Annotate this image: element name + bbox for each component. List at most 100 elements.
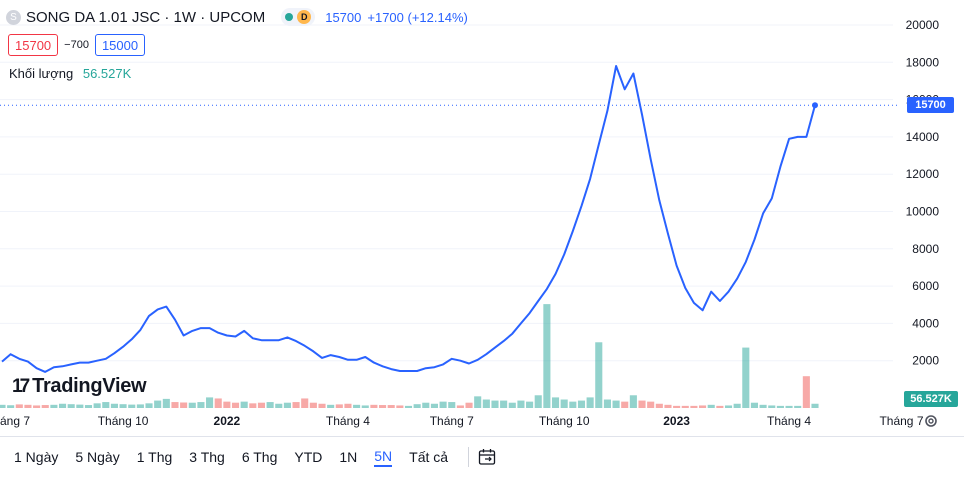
spread-value: −700 bbox=[64, 39, 89, 51]
volume-bar bbox=[102, 402, 110, 408]
volume-bar bbox=[58, 403, 67, 408]
x-tick-label: Tháng 4 bbox=[767, 414, 811, 428]
legend-change: +1700 (+12.14%) bbox=[367, 9, 468, 25]
volume-bar bbox=[0, 404, 6, 408]
volume-bar bbox=[699, 405, 707, 408]
volume-bar bbox=[664, 404, 672, 408]
volume-bar bbox=[621, 401, 629, 408]
tradingview-logo[interactable]: 17 TradingView bbox=[12, 375, 147, 398]
volume-bar bbox=[474, 396, 482, 408]
volume-bar bbox=[526, 401, 534, 408]
volume-bar bbox=[500, 400, 508, 408]
symbol-title[interactable]: SONG DA 1.01 JSC · 1W · UPCOM bbox=[26, 8, 266, 26]
toolbar-divider bbox=[468, 447, 470, 467]
volume-bar bbox=[413, 404, 421, 408]
x-tick-label: Tháng 10 bbox=[98, 414, 149, 428]
volume-bar bbox=[119, 404, 127, 408]
volume-bar bbox=[188, 402, 196, 408]
volume-bar bbox=[41, 405, 49, 408]
volume-bar bbox=[707, 404, 715, 408]
market-status-pill[interactable]: D bbox=[281, 8, 316, 26]
volume-bar bbox=[214, 398, 222, 408]
volume-bar bbox=[465, 402, 473, 408]
volume-bar bbox=[690, 405, 698, 408]
volume-bar bbox=[448, 402, 456, 408]
volume-bar bbox=[171, 402, 179, 408]
volume-bar bbox=[768, 405, 776, 408]
volume-bar bbox=[93, 403, 101, 408]
volume-bar bbox=[430, 403, 438, 408]
volume-bar bbox=[387, 405, 395, 408]
volume-label: Khối lượng bbox=[9, 66, 74, 81]
chart-legend: S SONG DA 1.01 JSC · 1W · UPCOM D 15700 … bbox=[6, 7, 468, 27]
y-tick-label: 12000 bbox=[906, 167, 940, 181]
x-tick-label: 2022 bbox=[214, 414, 241, 428]
y-tick-label: 4000 bbox=[912, 316, 939, 330]
volume-bar bbox=[283, 402, 291, 408]
range-option[interactable]: 3 Thg bbox=[189, 449, 225, 465]
last-price-tag: 15700 bbox=[907, 97, 954, 114]
y-tick-label: 20000 bbox=[906, 18, 940, 32]
volume-bar bbox=[785, 405, 793, 408]
volume-bar bbox=[361, 405, 369, 408]
volume-bar bbox=[508, 402, 516, 408]
volume-bar bbox=[577, 400, 586, 408]
volume-bar bbox=[240, 401, 248, 408]
volume-bars bbox=[0, 304, 819, 408]
volume-bar bbox=[759, 404, 767, 408]
range-option[interactable]: 1N bbox=[339, 449, 358, 465]
volume-bar bbox=[128, 404, 136, 408]
range-option[interactable]: 5N bbox=[374, 448, 393, 467]
volume-bar bbox=[76, 404, 84, 408]
volume-bar bbox=[136, 404, 144, 408]
volume-bar bbox=[249, 403, 257, 408]
settings-gear-icon[interactable] bbox=[923, 413, 939, 429]
volume-bar bbox=[569, 401, 577, 408]
volume-bar bbox=[206, 397, 214, 408]
symbol-logo-icon: S bbox=[6, 9, 21, 25]
volume-bar bbox=[223, 401, 231, 408]
volume-bar bbox=[292, 402, 300, 408]
time-axis[interactable]: áng 7 Tháng 10 2022 Tháng 4 Tháng 7 Tháng 10 2… bbox=[0, 414, 924, 428]
volume-bar bbox=[24, 404, 32, 408]
sell-price-box[interactable]: 15700 bbox=[8, 34, 59, 56]
volume-bar bbox=[750, 402, 759, 408]
volume-bar bbox=[180, 402, 188, 408]
volume-bar bbox=[733, 403, 741, 408]
range-option[interactable]: 5 Ngày bbox=[75, 449, 120, 465]
volume-bar bbox=[612, 400, 620, 408]
range-option[interactable]: Tất cả bbox=[409, 449, 449, 465]
volume-bar bbox=[482, 399, 490, 408]
price-axis[interactable]: 2000400060008000100001200014000160001800… bbox=[906, 18, 940, 368]
volume-bar bbox=[301, 398, 309, 408]
volume-bar bbox=[456, 405, 464, 408]
volume-bar bbox=[197, 402, 205, 408]
delayed-data-badge: D bbox=[297, 10, 312, 24]
volume-bar bbox=[742, 347, 750, 408]
volume-bar bbox=[84, 405, 93, 408]
volume-bar bbox=[266, 402, 274, 408]
volume-bar bbox=[370, 404, 378, 408]
range-option[interactable]: 1 Ngày bbox=[14, 449, 59, 465]
volume-legend: Khối lượng 56.527K bbox=[9, 66, 131, 81]
y-tick-label: 10000 bbox=[906, 205, 940, 219]
range-option[interactable]: YTD bbox=[294, 449, 323, 465]
volume-bar bbox=[15, 404, 23, 408]
volume-bar bbox=[379, 405, 387, 408]
volume-bar bbox=[439, 401, 447, 408]
y-tick-label: 8000 bbox=[912, 242, 939, 256]
x-tick-label: áng 7 bbox=[0, 414, 30, 428]
y-tick-label: 18000 bbox=[906, 55, 940, 69]
volume-bar bbox=[7, 405, 15, 408]
volume-bar bbox=[595, 342, 603, 408]
range-option[interactable]: 1 Thg bbox=[136, 449, 173, 465]
x-tick-label: Tháng 7 bbox=[879, 414, 923, 428]
volume-bar bbox=[33, 405, 41, 408]
calendar-icon[interactable] bbox=[477, 447, 497, 467]
range-option[interactable]: 6 Thg bbox=[241, 449, 278, 465]
volume-tag: 56.527K bbox=[904, 391, 958, 407]
volume-bar bbox=[724, 405, 733, 408]
volume-bar bbox=[794, 405, 802, 408]
buy-price-box[interactable]: 15000 bbox=[94, 34, 146, 56]
